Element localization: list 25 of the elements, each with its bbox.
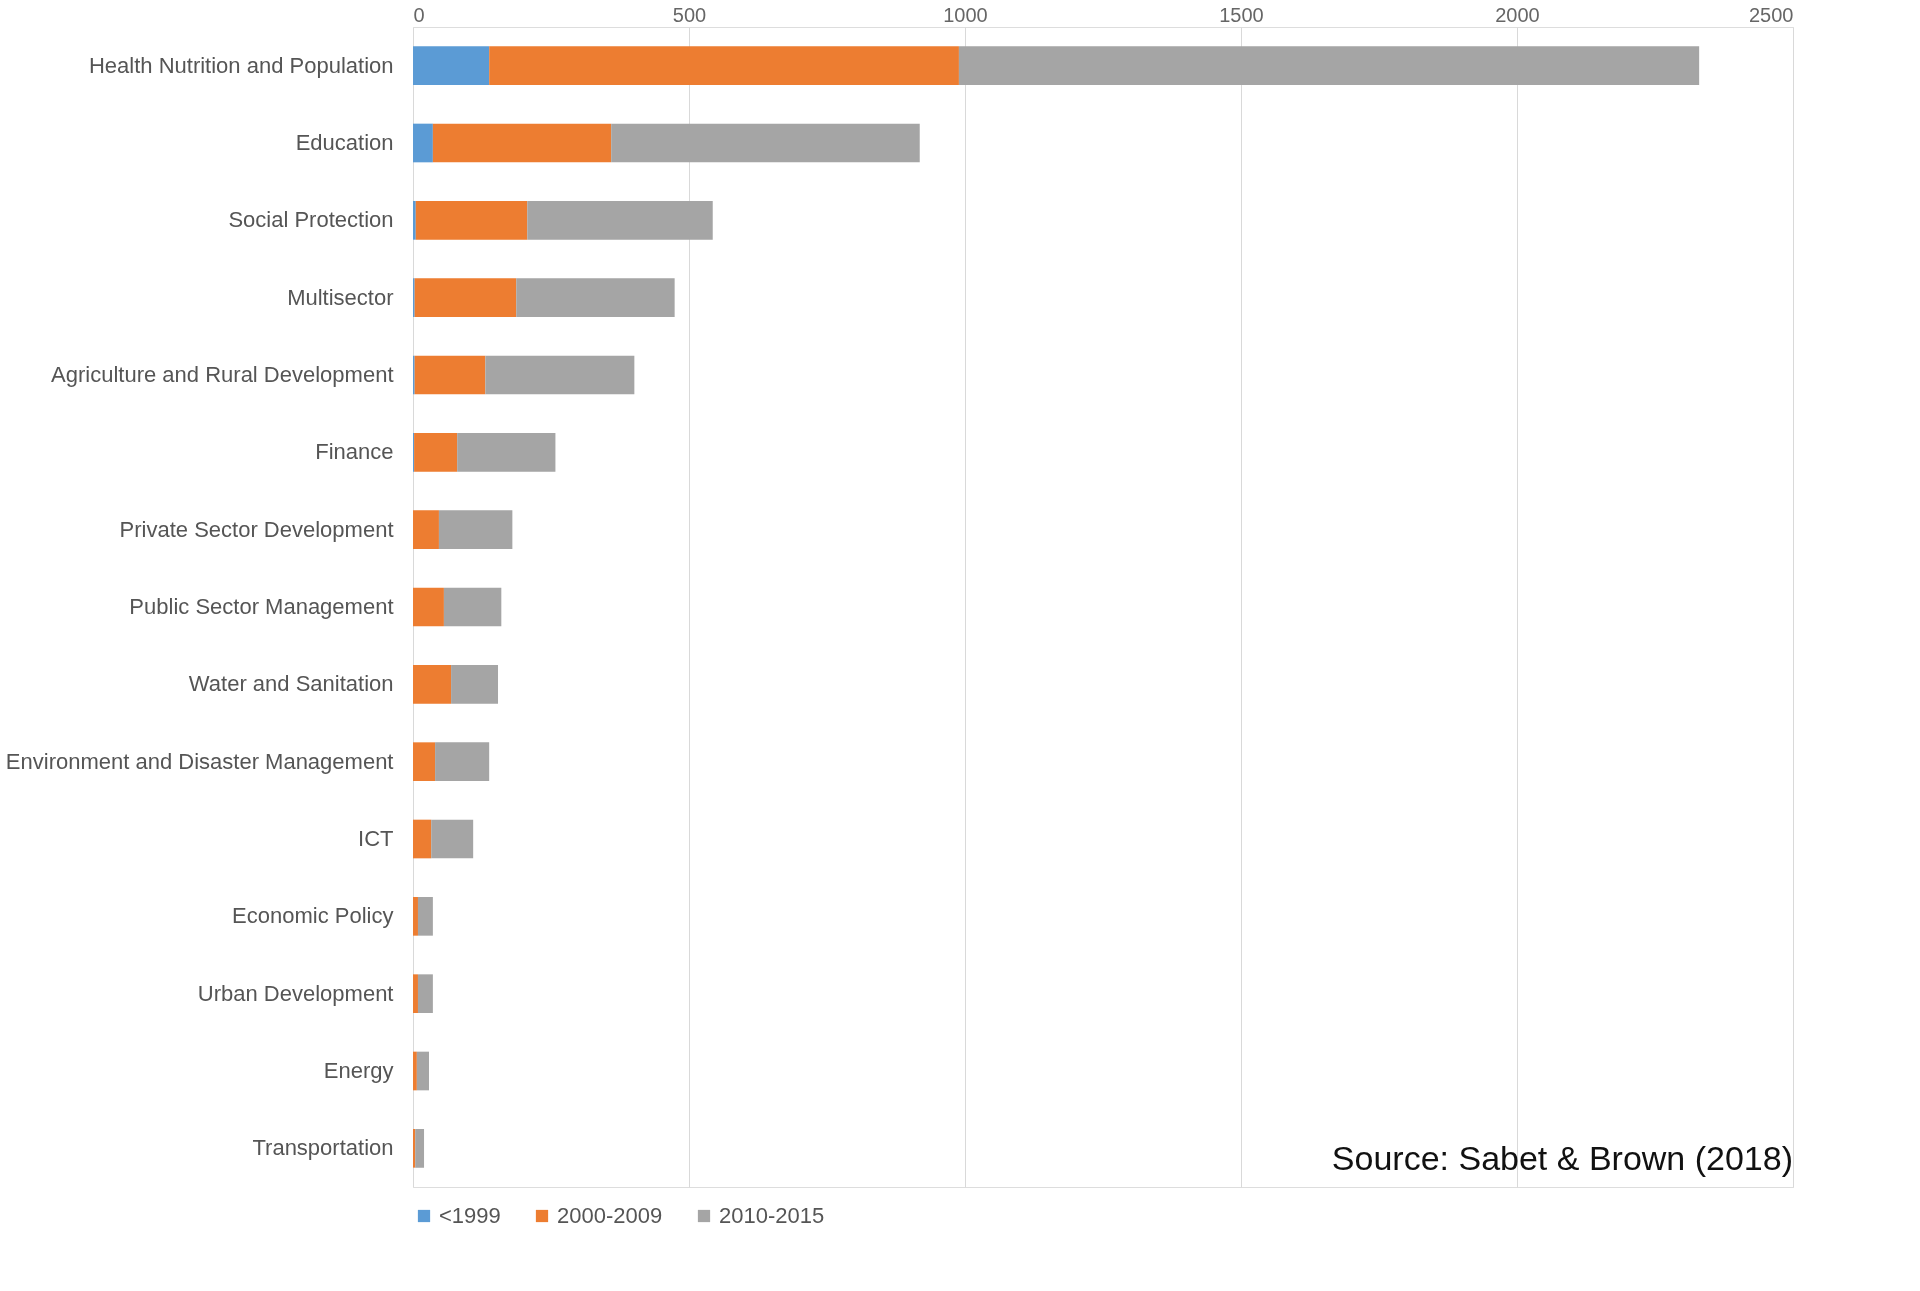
- y-tick-label: ICT: [358, 826, 394, 851]
- x-tick-label: 500: [672, 3, 707, 26]
- legend-label: <1999: [439, 1203, 501, 1228]
- y-tick-label: Economic Policy: [232, 903, 394, 929]
- legend-label: 2010-2015: [719, 1203, 825, 1228]
- y-tick-label: Energy: [323, 1058, 394, 1083]
- y-tick-label: Public Sector Management: [129, 594, 394, 619]
- y-tick-label: Private Sector Development: [119, 516, 394, 542]
- y-tick-label: Health Nutrition and Population: [88, 52, 394, 78]
- legend-label: 2000-2009: [557, 1203, 663, 1228]
- y-tick-label: Urban Development: [197, 980, 394, 1006]
- annotation: Source: Sabet & Brown (2018): [1331, 1139, 1793, 1177]
- y-tick-label: Agriculture and Rural Development: [51, 362, 394, 387]
- x-tick-label: 0: [413, 3, 425, 26]
- x-tick-label: 1000: [943, 3, 988, 26]
- x-tick-label: 2000: [1495, 3, 1540, 26]
- y-tick-label: Finance: [315, 439, 394, 465]
- y-tick-label: Education: [295, 130, 394, 155]
- y-tick-label: Environment and Disaster Management: [5, 748, 394, 774]
- x-tick-label: 2500: [1749, 3, 1794, 26]
- y-tick-label: Water and Sanitation: [188, 671, 394, 697]
- y-tick-label: Social Protection: [228, 207, 394, 233]
- x-tick-label: 1500: [1219, 3, 1264, 26]
- y-tick-label: Multisector: [287, 284, 394, 310]
- y-tick-label: Transportation: [252, 1135, 394, 1161]
